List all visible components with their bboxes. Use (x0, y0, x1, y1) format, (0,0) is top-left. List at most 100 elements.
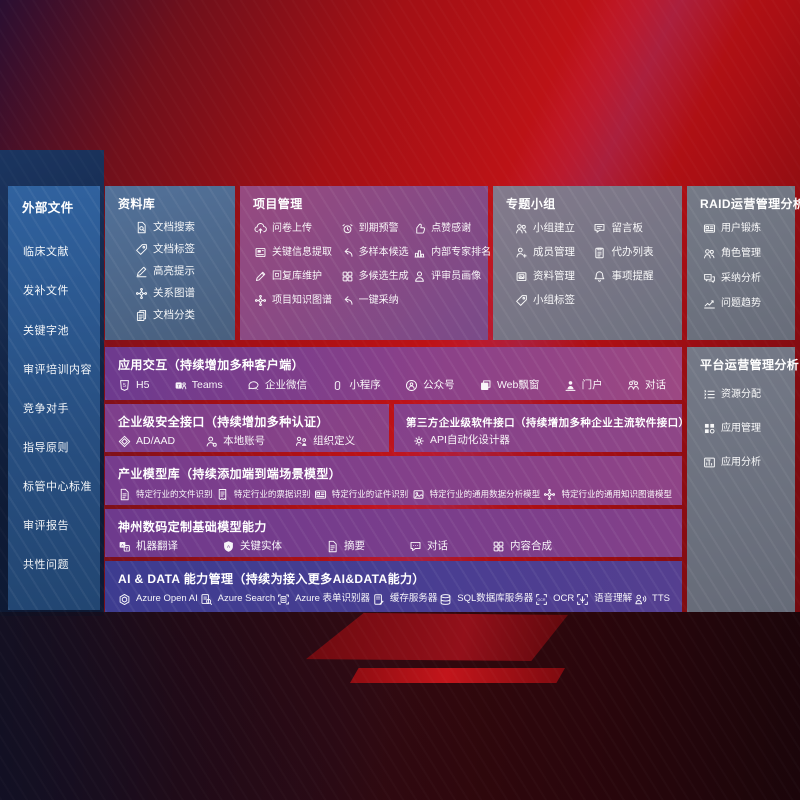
feature-label: 留言板 (611, 222, 643, 235)
feature-label: 小组标签 (533, 294, 575, 307)
feature-image-chart: 特定行业的通用数据分析模型 (412, 488, 540, 501)
security-row: AD/AAD 本地账号 组织定义 (105, 432, 389, 448)
feature-reply-arrow: 多样本候选 (341, 246, 414, 259)
resource-list-icon (703, 388, 716, 401)
monitor-stand-shape (306, 613, 568, 661)
svg-text:A: A (121, 542, 124, 547)
teams-icon: T (174, 379, 187, 392)
feature-label: 角色管理 (721, 247, 761, 259)
feature-label: 公众号 (423, 379, 455, 392)
panel-title: 第三方企业级软件接口（持续增加多种企业主流软件接口） (406, 417, 690, 429)
people-icon (703, 247, 716, 260)
feature-highlight-pen: 高亮提示 (135, 265, 235, 278)
feature-label: 企业微信 (265, 379, 307, 392)
feature-label: 审评报告 (23, 519, 69, 532)
feature-edit-pen: 回复库维护 (254, 270, 341, 283)
feature-openai: Azure Open AI (118, 593, 198, 606)
feature-api-gear: API自动化设计器 (412, 434, 682, 447)
summary-doc-icon (326, 540, 339, 553)
wechat-work-icon (247, 379, 260, 392)
person-add-icon (515, 246, 528, 259)
feature-label: 小程序 (349, 379, 381, 392)
feature-label: API自动化设计器 (430, 434, 510, 447)
feature-label: 机器翻译 (136, 540, 178, 553)
feature-label: 审评培训内容 (23, 363, 92, 376)
feature-label: 文档分类 (153, 309, 195, 322)
feature-tag: 小组标签 (515, 294, 593, 307)
miniprogram-icon (331, 379, 344, 392)
feature-label: 采纳分析 (721, 272, 761, 284)
feature-label: AD/AAD (136, 435, 176, 448)
list-item: 标管中心标准 (23, 481, 100, 494)
ranking-podium-icon (413, 246, 426, 259)
feature-tag: 文档标签 (135, 243, 235, 256)
project-management-grid: 问卷上传 到期预警 点赞感谢 关键信息提取 多样本候选 内部专家排名 回复库维护 多候选生成 评… (240, 214, 491, 307)
feature-label: 竞争对手 (23, 402, 69, 415)
app-grid-icon (703, 422, 716, 435)
feature-bbs-board: 留言板 (593, 222, 682, 235)
repository-list: 文档搜索 文档标签 高亮提示 关系图谱 文档分类 (105, 214, 235, 322)
panel-platform-analysis: 平台运营管理分析 资源分配应用管理应用分析 (687, 347, 800, 612)
image-chart-icon (412, 488, 425, 501)
list-item: 共性问题 (23, 559, 100, 572)
panel-raid-analysis: RAID运营管理分析 用户锻炼 角色管理 采纳分析 问题趋势 (687, 186, 800, 340)
feature-label: 应用管理 (721, 422, 761, 434)
feature-label: 代办列表 (611, 246, 654, 259)
panel-repository: 资料库 文档搜索 文档标签 高亮提示 关系图谱 文档分类 (105, 186, 235, 340)
svg-text:5: 5 (123, 383, 126, 389)
list-item: 审评报告 (23, 520, 100, 533)
feature-label: 关键字池 (23, 324, 69, 337)
list-item: 关键字池 (23, 325, 100, 338)
puzzle-icon (341, 270, 354, 283)
feature-label: 回复库维护 (272, 270, 322, 282)
receipt-icon (216, 488, 229, 501)
feature-label: 本地账号 (223, 435, 266, 448)
feature-key-info: 关键信息提取 (254, 246, 341, 259)
list-item: 竞争对手 (23, 403, 100, 416)
feature-label: 标管中心标准 (23, 480, 92, 493)
tts-icon (634, 593, 647, 606)
feature-label: 问题趋势 (721, 297, 761, 309)
portal-person-icon (564, 379, 577, 392)
api-gear-icon (412, 434, 425, 447)
graph-network-icon (135, 287, 148, 300)
puzzle-icon (492, 540, 505, 553)
openai-icon (118, 593, 131, 606)
feature-label: 门户 (581, 379, 603, 392)
clipboard-icon (593, 246, 606, 259)
topic-groups-grid: 小组建立 留言板 成员管理 代办列表 资料管理 事项提醒 小组标签 (493, 214, 682, 307)
tag-icon (515, 294, 528, 307)
feature-label: Azure Open AI (136, 593, 198, 605)
feature-app-grid: 应用管理 (703, 422, 795, 435)
panel-title: 平台运营管理分析 (700, 358, 800, 372)
feature-portal-person: 门户 (564, 379, 603, 392)
feature-label: 对话 (427, 540, 448, 553)
panel-external-files: 外部文件 临床文献 发补文件 关键字池 审评培训内容 竞争对手 指导原则 标管中心标准 审评报… (8, 186, 100, 610)
feature-label: Azure Search (217, 593, 276, 605)
feature-label: 事项提醒 (611, 270, 654, 283)
feature-label: 临床文献 (23, 246, 69, 259)
feature-chat-dots: 对话 (409, 540, 448, 553)
feature-resource-list: 资源分配 (703, 388, 795, 401)
feature-graph-network: 关系图谱 (135, 287, 235, 300)
bbs-board-icon (593, 222, 606, 235)
feature-official-account: 公众号 (405, 379, 455, 392)
web-window-icon (479, 379, 492, 392)
feature-label: 摘要 (344, 540, 365, 553)
feature-label: 评审员画像 (431, 270, 482, 282)
feature-label: 一键采纳 (358, 294, 399, 306)
feature-form-recognizer: Azure 表单识别器 (277, 593, 370, 606)
feature-label: 内容合成 (510, 540, 552, 553)
panel-industry-models: 产业模型库（持续添加端到端场景模型） 特定行业的文件识别 特定行业的票据识别 特定行… (105, 456, 682, 505)
feature-label: 资料管理 (533, 270, 575, 283)
feature-sql-db: SQL数据库服务器 (439, 593, 533, 606)
feature-speech: 语音理解 (576, 593, 632, 606)
id-card-icon (314, 488, 327, 501)
panel-topic-groups: 专题小组 小组建立 留言板 成员管理 代办列表 资料管理 事项提醒 小组标签 (493, 186, 682, 340)
svg-text:T: T (177, 383, 180, 389)
feature-ad-shield: AD/AAD (118, 435, 175, 448)
feature-person: 评审员画像 (413, 270, 488, 283)
feature-label: 应用分析 (721, 456, 761, 468)
feature-adopt-arrow: 一键采纳 (341, 294, 414, 307)
app-interaction-row: 5 H5 T Teams 企业微信 小程序 公众号 Web飘窗 门户 对话 (105, 375, 682, 392)
